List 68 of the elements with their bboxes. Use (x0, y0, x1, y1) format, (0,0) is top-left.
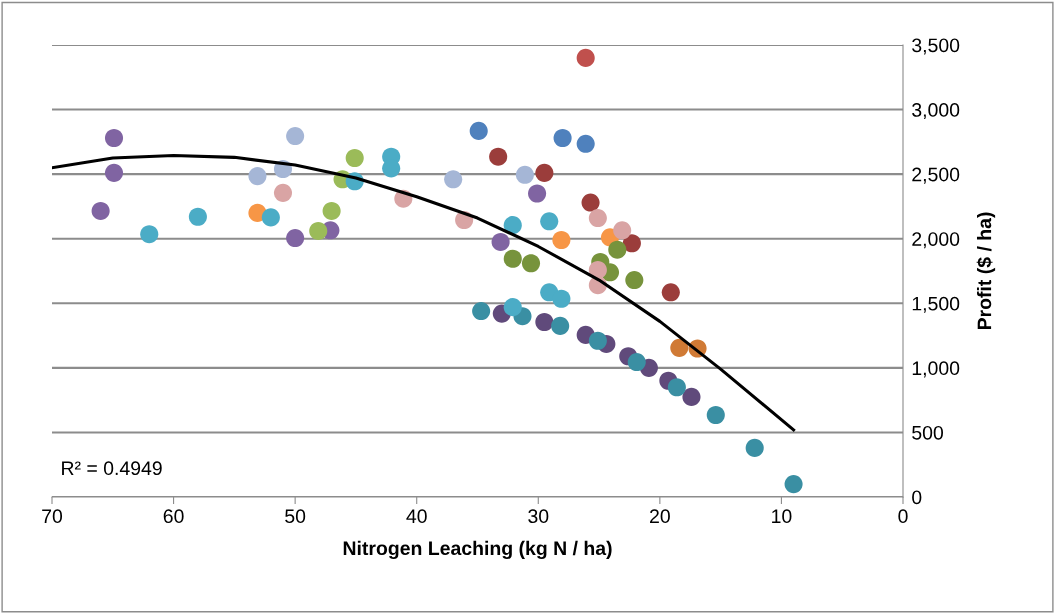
point (491, 232, 510, 251)
y-axis-title: Profit ($ / ha) (976, 212, 996, 330)
y-tick-label: 3,000 (912, 103, 960, 120)
point (667, 378, 686, 397)
point (521, 254, 541, 273)
point (613, 221, 632, 240)
point (551, 316, 570, 335)
x-axis-title: Nitrogen Leaching (kg N / ha) (343, 540, 612, 560)
point (104, 163, 124, 182)
annotation: R² = 0.4949 (62, 461, 162, 476)
point (261, 208, 280, 227)
point (503, 298, 522, 317)
point (706, 405, 725, 425)
y-tick-label: 500 (912, 425, 944, 440)
x-tick-label: 30 (528, 509, 549, 524)
y-tick-label: 3,500 (912, 38, 960, 55)
point (472, 301, 491, 321)
point (784, 475, 803, 494)
point (528, 184, 547, 203)
point (140, 225, 159, 244)
point (622, 234, 641, 253)
point (322, 201, 341, 220)
line-series (52, 153, 796, 432)
y-tick-label: 2,500 (912, 167, 960, 184)
point (625, 270, 644, 290)
y-tick-label: 1,500 (912, 296, 960, 313)
point (670, 338, 689, 357)
y-tick-label: 0 (912, 490, 922, 505)
point (553, 128, 572, 148)
x-tick-label: 70 (42, 509, 63, 524)
point (273, 183, 293, 202)
point (286, 126, 305, 146)
point (469, 121, 488, 140)
point (588, 209, 607, 228)
point (540, 212, 559, 231)
point (286, 229, 305, 248)
y-tick-label: 1,000 (912, 361, 960, 378)
point (503, 216, 522, 235)
point (309, 221, 328, 241)
point (576, 134, 595, 153)
point (552, 289, 571, 308)
point (104, 128, 124, 148)
point (444, 170, 463, 189)
point (627, 352, 646, 372)
point (91, 201, 110, 220)
point (248, 167, 267, 186)
point (515, 165, 534, 184)
x-tick-label: 50 (285, 509, 306, 524)
x-tick-label: 20 (650, 509, 670, 524)
x-tick-label: 40 (406, 509, 427, 524)
point (535, 312, 554, 332)
point (588, 331, 607, 350)
point (576, 48, 595, 67)
x-tick-label: 10 (772, 509, 792, 524)
point (535, 163, 554, 182)
y-tick-label: 2,000 (912, 232, 960, 249)
point (489, 147, 508, 166)
point (581, 193, 600, 212)
point (745, 438, 764, 457)
point (552, 230, 571, 250)
point (503, 249, 522, 268)
point (345, 148, 364, 168)
point (682, 387, 701, 406)
point (608, 240, 627, 259)
point (661, 283, 680, 302)
x-tick-label: 0 (898, 509, 908, 524)
x-tick-label: 60 (163, 509, 184, 524)
point (188, 207, 207, 226)
